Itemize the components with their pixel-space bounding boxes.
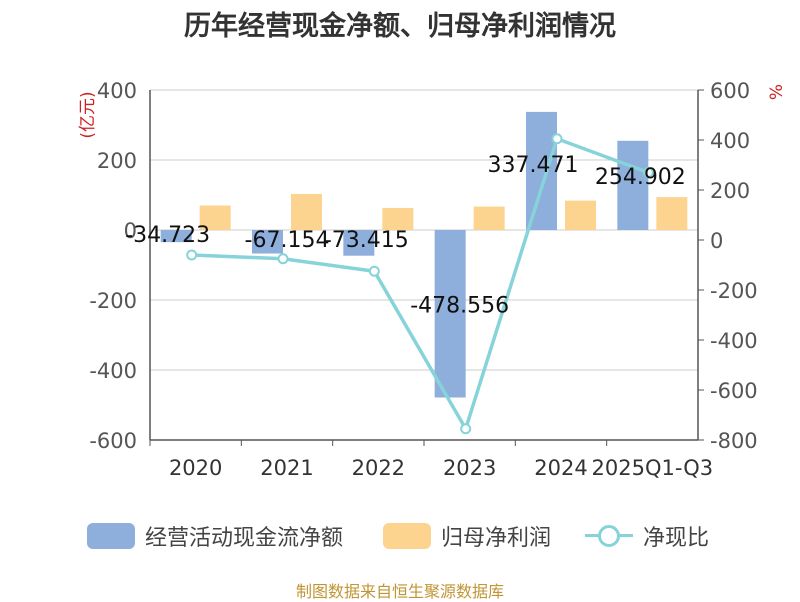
y2-tick-label: 0 bbox=[710, 229, 723, 253]
legend-swatch-profit bbox=[383, 523, 431, 549]
y-tick-label: -200 bbox=[89, 289, 137, 313]
bar-profit bbox=[199, 205, 231, 230]
legend-item-cashflow[interactable]: 经营活动现金流净额 bbox=[87, 516, 343, 556]
bar-profit bbox=[656, 197, 688, 230]
y2-tick-label: 200 bbox=[710, 179, 750, 203]
chart-title: 历年经营现金净额、归母净利润情况 bbox=[184, 11, 616, 42]
bar-profit bbox=[473, 206, 505, 230]
y-tick-label: 400 bbox=[97, 79, 137, 103]
x-tick-label: 2020 bbox=[169, 456, 222, 480]
legend-swatch-ratio bbox=[585, 523, 633, 549]
y-tick-label: -400 bbox=[89, 359, 137, 383]
legend: 经营活动现金流净额 归母净利润 净现比 bbox=[0, 516, 800, 556]
bar-profit bbox=[291, 193, 322, 230]
y-tick-label: -600 bbox=[89, 429, 137, 453]
legend-item-ratio[interactable]: 净现比 bbox=[585, 516, 709, 556]
data-label-cashflow: -67.154 bbox=[245, 228, 330, 253]
ratio-point bbox=[460, 423, 472, 435]
y2-tick-label: 600 bbox=[710, 79, 750, 103]
legend-label-profit: 归母净利润 bbox=[441, 526, 552, 551]
data-label-cashflow: 254.902 bbox=[595, 165, 686, 190]
bar-cashflow bbox=[434, 230, 466, 398]
x-tick-label: 2025Q1-Q3 bbox=[592, 456, 714, 480]
bar-cashflow bbox=[252, 230, 283, 254]
bar-cashflow bbox=[526, 111, 557, 230]
x-tick-label: 2021 bbox=[260, 456, 313, 480]
ratio-point bbox=[368, 265, 380, 277]
data-label-cashflow: -478.556 bbox=[410, 294, 509, 319]
data-label-cashflow: -34.723 bbox=[125, 223, 210, 248]
axes: 400 200 0 -200 -400 -600 600 400 200 0 -200 -400 -60… bbox=[89, 79, 757, 480]
x-tick-label: 2024 bbox=[534, 456, 587, 480]
legend-item-profit[interactable]: 归母净利润 bbox=[383, 516, 551, 556]
data-source-note: 制图数据来自恒生聚源数据库 bbox=[295, 582, 504, 601]
grid-lines bbox=[150, 89, 698, 441]
bar-cashflow bbox=[617, 140, 649, 230]
data-label-cashflow: 337.471 bbox=[488, 153, 579, 178]
y-tick-label: 200 bbox=[97, 149, 137, 173]
x-tick-label: 2023 bbox=[443, 456, 496, 480]
bar-cashflow bbox=[343, 230, 375, 256]
ratio-point bbox=[551, 133, 563, 145]
legend-label-cashflow: 经营活动现金流净额 bbox=[145, 526, 344, 551]
ratio-point bbox=[277, 253, 289, 265]
y-tick-label: 0 bbox=[124, 219, 137, 243]
ratio-point bbox=[642, 167, 654, 178]
y2-tick-label: 400 bbox=[710, 129, 750, 153]
y2-tick-label: -200 bbox=[710, 279, 758, 303]
ratio-line bbox=[191, 136, 649, 434]
y2-tick-label: -600 bbox=[710, 379, 758, 403]
legend-swatch-cashflow bbox=[87, 523, 135, 549]
ratio-point bbox=[186, 249, 198, 261]
legend-label-ratio: 净现比 bbox=[643, 526, 710, 551]
y2-tick-label: -800 bbox=[710, 429, 758, 453]
y2-axis-label: % bbox=[767, 84, 787, 100]
data-label-cashflow: -73.415 bbox=[324, 228, 409, 253]
bar-profit bbox=[382, 207, 414, 230]
bar-cashflow bbox=[160, 230, 192, 243]
bar-profit bbox=[565, 200, 596, 230]
bar-marks bbox=[160, 111, 688, 398]
x-tick-label: 2022 bbox=[352, 456, 405, 480]
y-axis-label: (亿元) bbox=[78, 91, 98, 138]
line-marks bbox=[186, 133, 654, 435]
y2-tick-label: -400 bbox=[710, 329, 758, 353]
chart-plot: 400 200 0 -200 -400 -600 600 400 200 0 -200 -400 -60… bbox=[78, 79, 787, 480]
data-labels: -34.723 -67.154-73.415 -478.556 337.471 254.… bbox=[125, 153, 686, 319]
